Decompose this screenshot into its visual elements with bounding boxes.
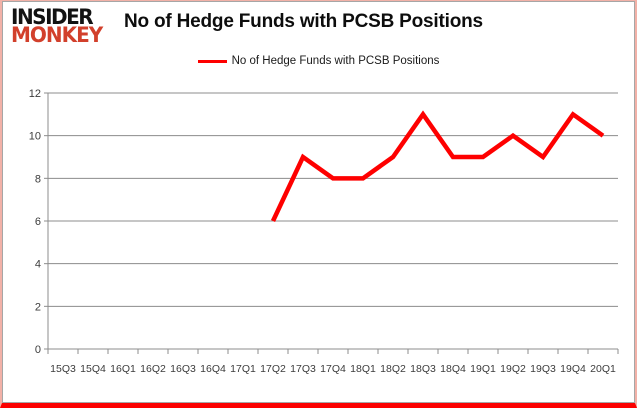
x-axis-label: 18Q4 — [440, 363, 466, 375]
series-line — [270, 110, 605, 222]
insider-monkey-logo: INSIDER MONKEY — [11, 3, 103, 48]
x-axis-label: 18Q2 — [380, 363, 406, 375]
y-axis-label: 12 — [29, 88, 41, 100]
y-axis-label: 6 — [35, 216, 41, 228]
x-axis-label: 17Q4 — [320, 363, 346, 375]
x-axis-label: 16Q3 — [170, 363, 196, 375]
x-axis-label: 19Q3 — [530, 363, 556, 375]
y-axis-label: 2 — [35, 301, 41, 313]
x-axis-label: 16Q4 — [200, 363, 226, 375]
y-axis-label: 0 — [35, 344, 41, 356]
logo-monkey-text: MONKEY — [11, 21, 103, 48]
y-axis-label: 10 — [29, 131, 41, 143]
x-axis-label: 20Q1 — [590, 363, 616, 375]
legend: No of Hedge Funds with PCSB Positions — [3, 55, 634, 67]
x-axis-label: 15Q3 — [50, 363, 76, 375]
x-axis-label: 19Q2 — [500, 363, 526, 375]
x-axis-label: 16Q2 — [140, 363, 166, 375]
x-axis-label: 18Q3 — [410, 363, 436, 375]
x-axis-label: 15Q4 — [80, 363, 106, 375]
legend-line-icon — [197, 59, 227, 63]
x-axis-label: 16Q1 — [110, 363, 136, 375]
chart-object: INSIDER MONKEY No of Hedge Funds with PC… — [2, 1, 635, 403]
x-axis-label: 19Q4 — [560, 363, 586, 375]
x-axis-label: 18Q1 — [350, 363, 376, 375]
logo-insider-text: INSIDER — [11, 3, 94, 30]
x-axis-label: 19Q1 — [470, 363, 496, 375]
x-axis-label: 17Q2 — [260, 363, 286, 375]
y-axis-label: 4 — [35, 259, 41, 271]
x-axis-label: 17Q1 — [230, 363, 256, 375]
legend-label: No of Hedge Funds with PCSB Positions — [231, 55, 440, 67]
chart-title: No of Hedge Funds with PCSB Positions — [124, 11, 483, 32]
plot-area: 0 2 4 6 8 10 12 15Q3 15Q4 16Q1 16Q2 16Q3 16Q4 17Q1 17Q… — [29, 88, 619, 375]
x-axis-label: 17Q3 — [290, 363, 316, 375]
y-axis-label: 8 — [35, 173, 41, 185]
